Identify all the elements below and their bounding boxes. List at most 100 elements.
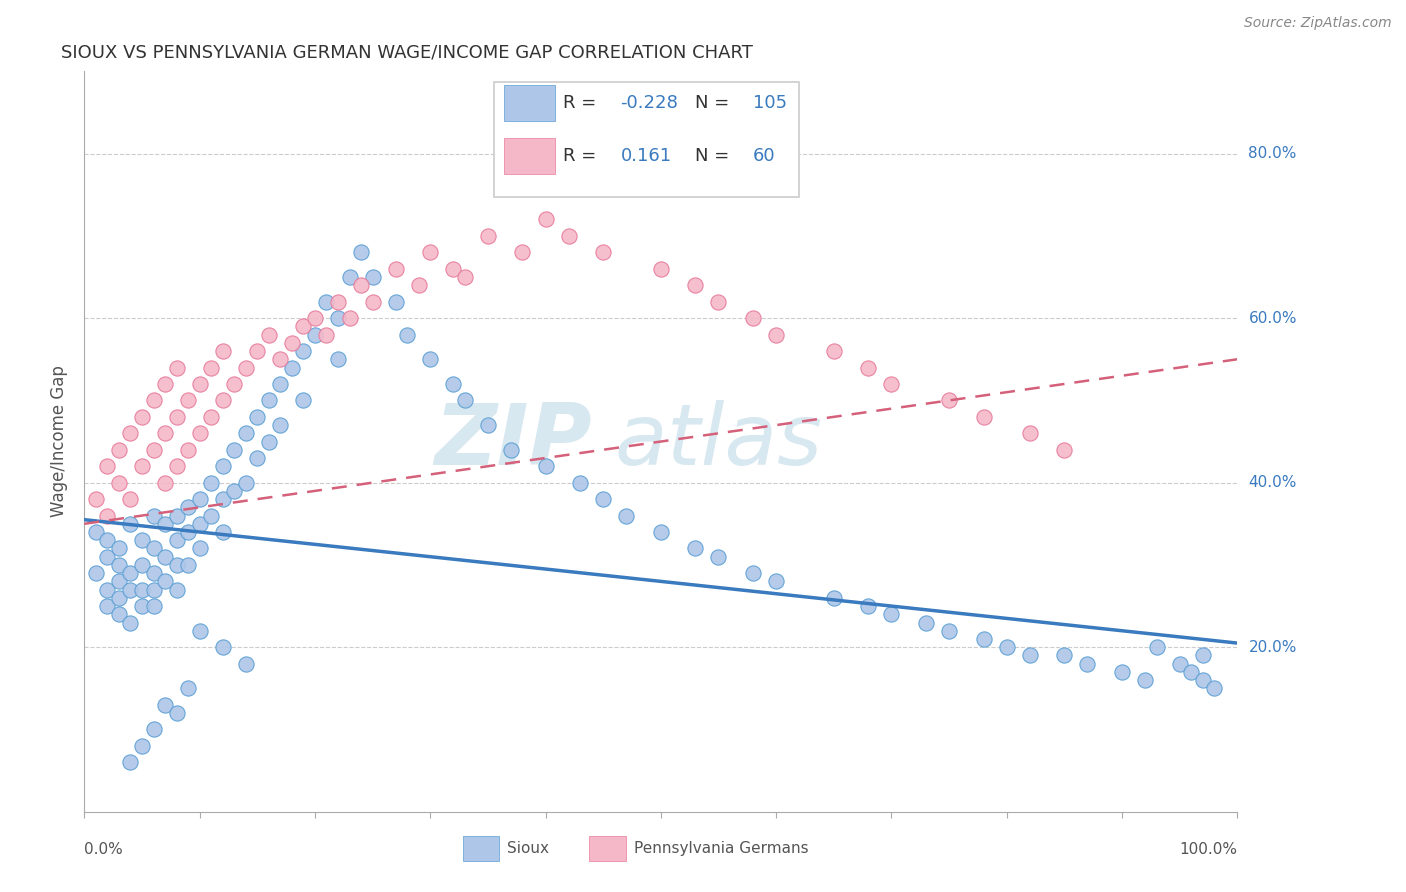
Point	[441, 376, 464, 391]
Point	[131, 533, 153, 548]
Point	[166, 706, 188, 720]
Point	[224, 376, 246, 391]
Point	[534, 212, 557, 227]
Point	[188, 516, 211, 531]
FancyBboxPatch shape	[494, 82, 799, 197]
Point	[292, 393, 315, 408]
Point	[108, 442, 131, 457]
Point	[685, 541, 707, 556]
Point	[96, 582, 118, 597]
Point	[326, 311, 349, 326]
Point	[339, 270, 361, 285]
Point	[246, 344, 269, 359]
Point	[211, 492, 233, 507]
Point	[166, 360, 188, 375]
Point	[614, 508, 637, 523]
Point	[153, 376, 176, 391]
Point	[915, 615, 938, 630]
Point	[592, 245, 614, 260]
Point	[1191, 648, 1213, 663]
Point	[142, 599, 165, 613]
Point	[246, 450, 269, 465]
Point	[188, 492, 211, 507]
Point	[211, 640, 233, 655]
Point	[153, 549, 176, 564]
Point	[350, 245, 373, 260]
Point	[1111, 665, 1133, 679]
Point	[120, 582, 142, 597]
Point	[269, 352, 291, 367]
Text: Source: ZipAtlas.com: Source: ZipAtlas.com	[1244, 16, 1392, 29]
Point	[131, 739, 153, 753]
Point	[707, 294, 730, 309]
Point	[938, 393, 960, 408]
Point	[177, 558, 200, 572]
Point	[131, 599, 153, 613]
Text: 40.0%: 40.0%	[1249, 475, 1296, 491]
Point	[477, 418, 499, 433]
Point	[1191, 673, 1213, 687]
Text: N =: N =	[696, 95, 730, 112]
Point	[569, 475, 592, 490]
Text: 100.0%: 100.0%	[1180, 842, 1237, 857]
Point	[142, 723, 165, 737]
Point	[188, 624, 211, 638]
Text: R =: R =	[562, 147, 596, 165]
Point	[304, 311, 326, 326]
Point	[257, 327, 280, 342]
Point	[269, 418, 291, 433]
Point	[177, 393, 200, 408]
Point	[499, 442, 522, 457]
Point	[765, 327, 787, 342]
Point	[765, 574, 787, 589]
Point	[396, 327, 419, 342]
Point	[1168, 657, 1191, 671]
Point	[1204, 681, 1226, 696]
Text: N =: N =	[696, 147, 730, 165]
Point	[281, 335, 304, 350]
Point	[315, 327, 337, 342]
Point	[235, 360, 257, 375]
Point	[200, 508, 222, 523]
Point	[108, 607, 131, 622]
Text: -0.228: -0.228	[620, 95, 678, 112]
Point	[1076, 657, 1098, 671]
Point	[339, 311, 361, 326]
Point	[153, 426, 176, 441]
Point	[823, 344, 845, 359]
Point	[188, 541, 211, 556]
Point	[131, 459, 153, 474]
Point	[120, 492, 142, 507]
Point	[858, 360, 880, 375]
Point	[211, 344, 233, 359]
Point	[685, 278, 707, 293]
Point	[166, 558, 188, 572]
Point	[454, 393, 477, 408]
Point	[973, 632, 995, 646]
Point	[142, 582, 165, 597]
Point	[166, 409, 188, 424]
Point	[823, 591, 845, 605]
Point	[1180, 665, 1202, 679]
Point	[188, 426, 211, 441]
Point	[408, 278, 430, 293]
Point	[361, 294, 384, 309]
Point	[166, 582, 188, 597]
Point	[166, 459, 188, 474]
Point	[200, 360, 222, 375]
Point	[211, 524, 233, 539]
Point	[441, 261, 464, 276]
FancyBboxPatch shape	[589, 836, 626, 862]
Text: Pennsylvania Germans: Pennsylvania Germans	[634, 841, 808, 856]
Point	[211, 393, 233, 408]
Text: 0.161: 0.161	[620, 147, 672, 165]
Text: 60: 60	[754, 147, 776, 165]
Point	[224, 442, 246, 457]
Point	[477, 228, 499, 243]
Point	[211, 459, 233, 474]
Point	[153, 516, 176, 531]
Point	[235, 475, 257, 490]
Text: atlas: atlas	[614, 400, 823, 483]
Point	[880, 376, 903, 391]
Point	[177, 524, 200, 539]
